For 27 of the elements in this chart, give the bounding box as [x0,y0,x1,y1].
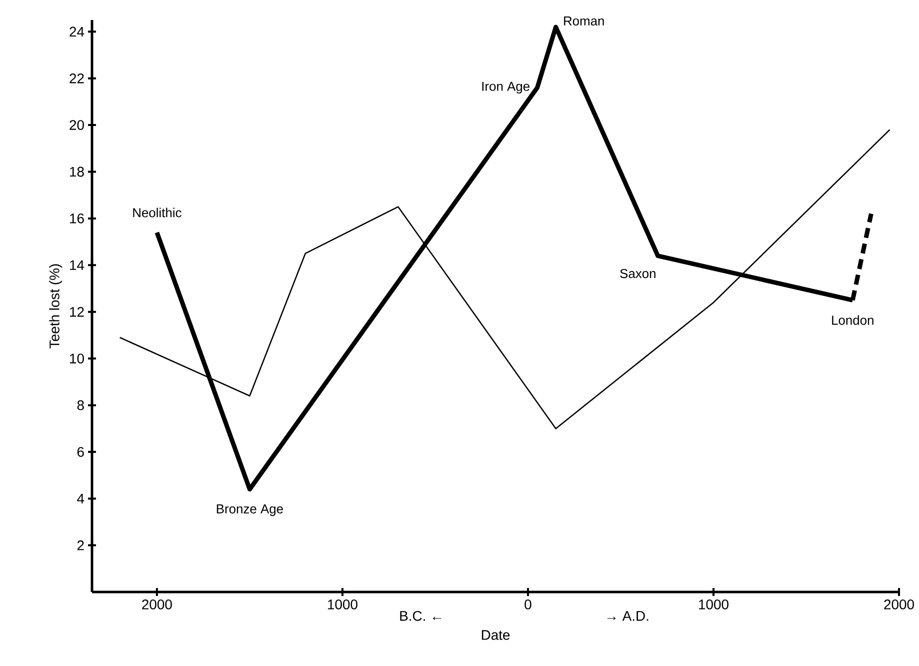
x-axis-title: Date [482,630,510,640]
y-tick-label: 8 [77,400,84,410]
x-tick-label: 0 [524,599,532,610]
annotation: Iron Age [482,82,530,94]
y-tick-label: 10 [70,354,84,364]
y-tick-label: 18 [70,166,84,177]
y-axis-title: Teeth lost (%) [49,264,62,348]
annotation: London [832,315,874,325]
x-tick-label: 1000 [328,599,358,610]
y-tick-label: 14 [70,260,84,270]
y-tick-label: 2 [77,540,84,550]
annotation: Bronze Age [216,504,283,516]
y-tick-label: 22 [70,73,84,84]
annotation: Roman [564,16,604,26]
annotation: Neolithic [133,208,182,218]
x-tick-label: 1000 [699,599,728,610]
y-tick-label: 20 [70,120,84,130]
annotation: Saxon [620,268,656,278]
y-tick-label: 16 [70,213,84,224]
y-tick-label: 12 [70,306,84,317]
y-tick-label: 24 [70,26,84,37]
y-tick-label: 6 [77,446,84,457]
y-tick-label: 4 [77,494,84,504]
text: → A.D. [607,611,648,621]
text: B.C. ← [400,610,442,621]
x-tick-label: 2000 [884,599,914,610]
x-tick-label: 2000 [142,599,172,610]
